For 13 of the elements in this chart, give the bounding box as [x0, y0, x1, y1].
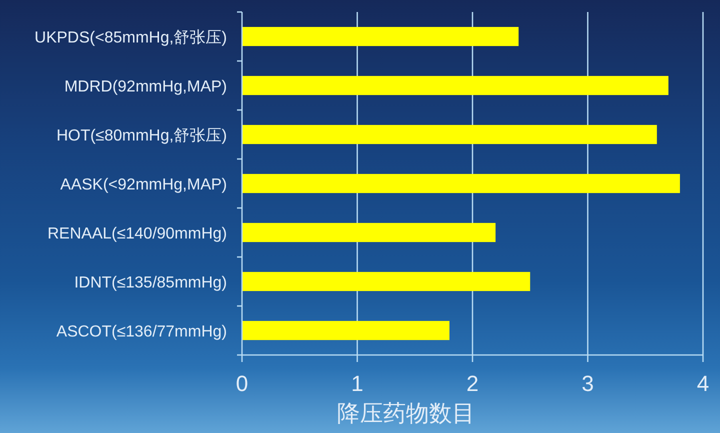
x-tick-label: 3: [582, 371, 594, 396]
x-tick-label: 2: [466, 371, 479, 396]
y-tick-label: HOT(≤80mmHg,舒张压): [56, 126, 227, 144]
y-tick-label: MDRD(92mmHg,MAP): [64, 78, 227, 96]
x-axis-title: 降压药物数目: [337, 400, 475, 426]
y-tick-label: UKPDS(<85mmHg,舒张压): [34, 28, 227, 46]
y-tick-label: IDNT(≤135/85mmHg): [74, 274, 227, 292]
y-tick-label: ASCOT(≤136/77mmHg): [56, 323, 227, 340]
y-tick-label: AASK(<92mmHg,MAP): [60, 176, 227, 194]
x-tick-label: 4: [696, 371, 710, 396]
y-tick-label: RENAAL(≤140/90mmHg): [47, 225, 227, 242]
x-tick-label: 0: [236, 371, 248, 396]
x-tick-label: 1: [351, 371, 364, 396]
